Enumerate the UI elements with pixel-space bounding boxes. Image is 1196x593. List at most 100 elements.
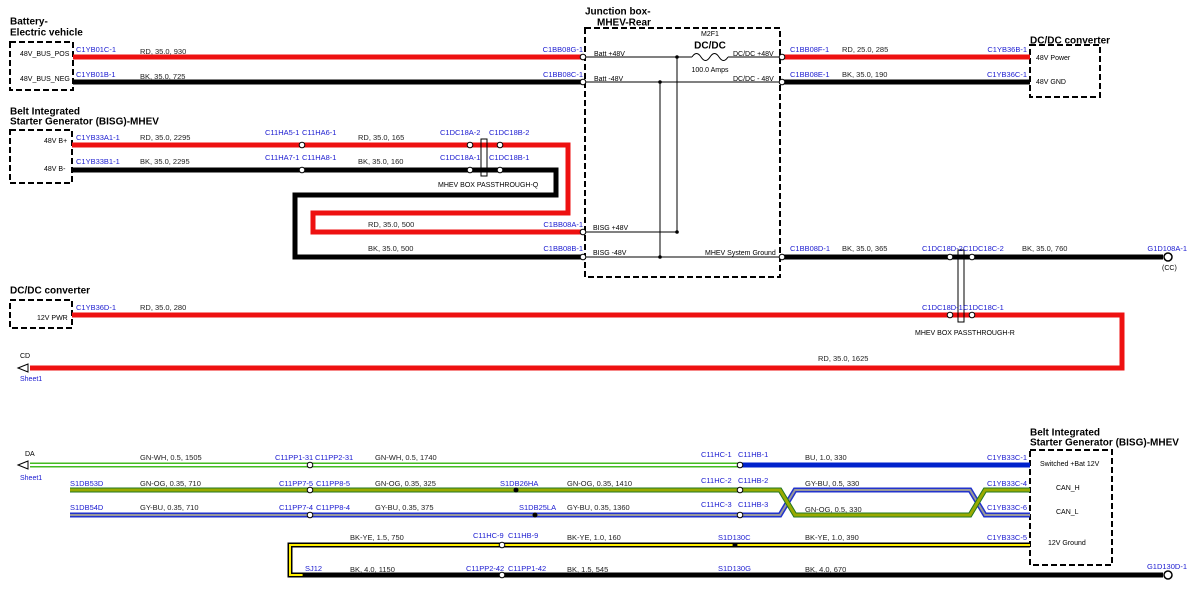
connector-label: C11HB-2 — [738, 476, 768, 485]
pin-label: CAN_L — [1056, 509, 1079, 516]
wire-label: RD, 35.0, 280 — [140, 303, 186, 312]
note: M2F1 — [701, 31, 719, 38]
off-sheet-arrow — [16, 460, 29, 470]
connector-pin — [579, 228, 587, 236]
wire-label: RD, 35.0, 2295 — [140, 133, 190, 142]
connector-label: C1BB08B-1 — [543, 244, 583, 253]
component-title: Electric vehicle — [10, 28, 83, 39]
connector-label: C11PP8-5 — [316, 479, 350, 488]
wire-label: GY-BU, 0.35, 710 — [140, 503, 199, 512]
connector-pin — [306, 486, 314, 494]
connector-label: C1BB08G-1 — [543, 45, 583, 54]
wire-label: GY-BU, 0.35, 375 — [375, 503, 434, 512]
pin-label: 48V B+ — [44, 138, 67, 145]
connector-pin — [778, 253, 786, 261]
note: DA — [25, 451, 35, 458]
connector-label: C11PP7-4 — [279, 503, 313, 512]
connector-pin — [968, 311, 976, 319]
pin-label: 12V Ground — [1048, 540, 1086, 547]
junction-dot — [658, 80, 662, 84]
connector-pin — [946, 311, 954, 319]
connector-label: SJ12 — [305, 564, 322, 573]
connector-label: C11HA5-1 — [265, 128, 299, 137]
connector-label: C1YB33B1-1 — [76, 157, 120, 166]
component-box — [1029, 44, 1101, 98]
pin-label: 48V_BUS_POS — [20, 51, 70, 58]
wire-stripe — [70, 488, 1030, 517]
wire-stripe — [70, 489, 1030, 516]
connector-label: C11HB-9 — [508, 531, 538, 540]
wire — [30, 312, 1125, 371]
wire-label: BK, 35.0, 160 — [358, 157, 403, 166]
connector-label: C1YB33C-5 — [987, 533, 1027, 542]
connector-label: C1BB08F-1 — [790, 45, 829, 54]
wire — [72, 167, 585, 260]
connector-pin — [466, 166, 474, 174]
pin-label: MHEV System Ground — [705, 250, 776, 257]
component-title: DC/DC converter — [1030, 36, 1110, 47]
connector-label: C11PP7-5 — [279, 479, 313, 488]
pin-label: DC/DC - 48V — [733, 76, 774, 83]
wire-label: RD, 35.0, 500 — [368, 220, 414, 229]
connector-label: C11PP2-31 — [315, 453, 353, 462]
wire-label: BK-YE, 1.0, 390 — [805, 533, 859, 542]
pin-label: BISG -48V — [593, 250, 627, 257]
junction-dot — [675, 55, 679, 59]
connector-pin — [778, 78, 786, 86]
connector-label: C1YB01C-1 — [76, 45, 116, 54]
connector-pin — [496, 166, 504, 174]
connector-label: C1DC18A-1 — [440, 153, 480, 162]
connector-label: G1D108A-1 — [1147, 244, 1187, 253]
splice — [732, 572, 738, 578]
wire-label: BK, 35.0, 500 — [368, 244, 413, 253]
connector-pin — [778, 53, 786, 61]
connector-label: C1DC18D-1 — [922, 303, 963, 312]
connector-pin — [579, 53, 587, 61]
wire-label: GN-OG, 0.35, 710 — [140, 479, 201, 488]
connector-label: C11HA7-1 — [265, 153, 299, 162]
connector-label: C1YB36B-1 — [987, 45, 1027, 54]
connector-label: C11PP1-31 — [275, 453, 313, 462]
connector-pin — [298, 141, 306, 149]
component-title: Belt Integrated — [10, 107, 80, 118]
connector-pin — [466, 141, 474, 149]
pin-label: Batt -48V — [594, 76, 624, 83]
wire-label: BU, 1.0, 330 — [805, 453, 847, 462]
connector-label: C1YB36D-1 — [76, 303, 116, 312]
wire-label: GN-WH, 0.5, 1505 — [140, 453, 202, 462]
component-title: Starter Generator (BISG)-MHEV — [10, 117, 159, 128]
ground — [1163, 570, 1173, 580]
wire — [287, 542, 1030, 578]
wire-label: GN-OG, 0.35, 325 — [375, 479, 436, 488]
connector-label: C1DC18B-1 — [489, 153, 529, 162]
note: (CC) — [1162, 265, 1177, 272]
wire-label: BK, 35.0, 365 — [842, 244, 887, 253]
note: MHEV BOX PASSTHROUGH-R — [915, 330, 1015, 337]
splice — [302, 572, 308, 578]
pin-label: 12V PWR — [37, 315, 68, 322]
wire-label: RD, 25.0, 285 — [842, 45, 888, 54]
note: Sheet1 — [20, 475, 42, 482]
connector-label: C11PP1-42 — [508, 564, 546, 573]
connector-label: C11HC-2 — [701, 476, 732, 485]
fuse — [691, 53, 729, 61]
connector-pin — [968, 253, 976, 261]
wire — [72, 142, 585, 235]
wire-label: BK, 35.0, 725 — [140, 72, 185, 81]
wire-stripe — [289, 544, 1030, 576]
pin-label: Switched +Bat 12V — [1040, 461, 1100, 468]
connector-pin — [946, 253, 954, 261]
component-box — [9, 41, 74, 91]
connector-label: S1DB53D — [70, 479, 104, 488]
connector-pin — [736, 511, 744, 519]
bus-line — [585, 56, 780, 258]
note: Sheet1 — [20, 376, 42, 383]
connector-label: C1DC18C-2 — [963, 244, 1004, 253]
pin-label: 48V Power — [1036, 55, 1071, 62]
connector-label: C11HB-3 — [738, 500, 768, 509]
connector-label: S1DB26HA — [500, 479, 538, 488]
component-title: Belt Integrated — [1030, 428, 1100, 439]
component-title: Starter Generator (BISG)-MHEV — [1030, 438, 1179, 449]
connector-label: C1BB08E-1 — [790, 70, 830, 79]
connector-label: C11HA6-1 — [302, 128, 336, 137]
